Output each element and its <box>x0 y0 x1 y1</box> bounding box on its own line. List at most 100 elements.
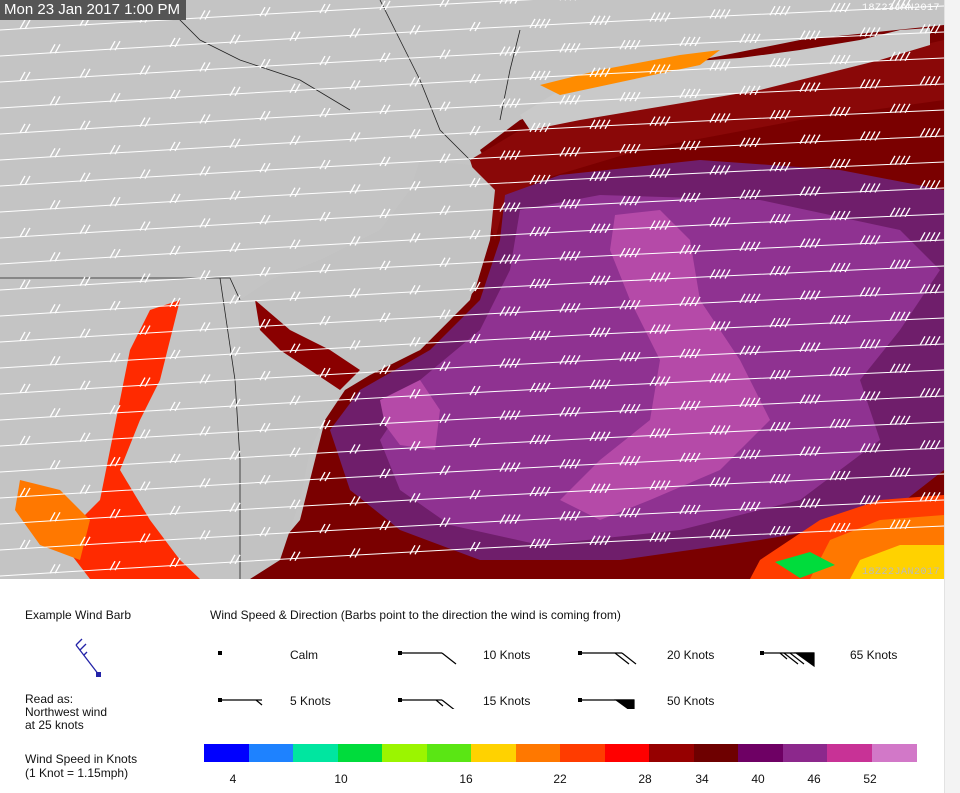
wind-barb <box>919 179 941 190</box>
wind-barb <box>769 5 791 16</box>
wind-barb <box>709 165 731 175</box>
wind-barb <box>439 257 451 268</box>
wind-barb <box>919 231 941 242</box>
streamline <box>0 187 944 239</box>
wind-barb <box>289 551 301 561</box>
wind-barb <box>79 328 91 339</box>
wind-barb <box>349 236 361 246</box>
wind-barb <box>439 101 451 112</box>
wind-barb <box>319 419 331 430</box>
wind-barb <box>829 106 851 117</box>
wind-barb <box>499 358 521 368</box>
wind-barb <box>259 214 271 225</box>
wind-barb <box>769 473 791 484</box>
wind-barb <box>349 80 361 90</box>
wind-barb <box>259 422 271 433</box>
wind-barb <box>169 89 181 100</box>
map-canvas <box>0 0 944 579</box>
wind-barb <box>439 309 451 320</box>
wind-barb <box>259 370 271 381</box>
scale-tick-label: 22 <box>553 772 567 786</box>
wind-barb <box>319 523 331 534</box>
wind-barb <box>769 317 791 328</box>
scale-swatch <box>515 744 561 762</box>
wind-barb <box>349 184 361 194</box>
wind-barb <box>499 306 521 316</box>
wind-barb <box>889 0 911 10</box>
wind-barb <box>109 248 121 259</box>
barb-label-20: 20 Knots <box>667 648 715 662</box>
wind-barb <box>769 213 791 224</box>
wind-barb <box>889 103 911 114</box>
wind-barb <box>469 125 481 136</box>
wind-barb <box>49 44 61 54</box>
wind-barb <box>199 426 211 436</box>
wind-barb <box>109 456 121 467</box>
wind-barb <box>319 55 331 66</box>
wind-barb <box>379 52 391 63</box>
wind-barb <box>649 272 671 282</box>
wind-barb <box>199 62 211 72</box>
streamline <box>0 31 944 83</box>
wind-barb <box>409 440 421 451</box>
wind-barb <box>799 290 821 300</box>
wind-barb <box>49 252 61 262</box>
wind-barb <box>259 162 271 173</box>
wind-barb <box>379 208 391 219</box>
scale-swatch <box>337 744 383 762</box>
wind-barb <box>619 195 641 206</box>
wind-barb <box>259 318 271 329</box>
wind-barb <box>589 67 611 78</box>
wind-barb <box>919 335 941 346</box>
wind-barb <box>199 322 211 332</box>
scale-tick-label: 34 <box>695 772 709 786</box>
wind-barb <box>469 281 481 292</box>
wind-barb <box>439 413 451 424</box>
wind-barb <box>829 210 851 221</box>
wind-barb <box>679 348 701 359</box>
streamline <box>0 291 944 343</box>
wind-barb <box>319 3 331 14</box>
wind-barb <box>139 169 151 179</box>
wind-barb <box>799 342 821 352</box>
wind-barb <box>859 443 881 453</box>
wind-barb <box>559 95 581 105</box>
barb-label-15: 15 Knots <box>483 694 531 708</box>
wind-barb <box>859 495 881 505</box>
wind-barb <box>379 520 391 531</box>
wind-barb <box>589 379 611 390</box>
streamline <box>0 135 944 187</box>
wind-barb <box>259 110 271 121</box>
zone-52kt-b <box>380 380 440 450</box>
wind-barb <box>799 446 821 456</box>
wind-barb <box>109 144 121 155</box>
wind-barb <box>709 9 731 19</box>
wind-barb <box>169 453 181 464</box>
wind-barb <box>139 273 151 283</box>
wind-map: Mon 23 Jan 2017 1:00 PM 18Z23JAN2017 18Z… <box>0 0 944 579</box>
scrollbar[interactable] <box>944 0 960 793</box>
wind-barb <box>679 296 701 307</box>
wind-barb <box>289 187 301 197</box>
wind-barb <box>469 73 481 84</box>
wind-barb <box>19 123 31 134</box>
streamline <box>0 447 944 499</box>
wind-barb <box>229 294 241 305</box>
wind-barb <box>709 425 731 435</box>
wind-barb <box>739 189 761 200</box>
wind-barb <box>259 6 271 17</box>
wind-barb <box>559 303 581 313</box>
wind-barb <box>319 367 331 378</box>
wind-barb <box>589 119 611 130</box>
wind-barb <box>619 403 641 414</box>
wind-barb <box>139 325 151 335</box>
wind-barb <box>229 242 241 253</box>
wind-barb <box>439 49 451 60</box>
scale-swatch <box>293 744 338 762</box>
state-borders <box>0 0 521 579</box>
wind-barb <box>289 239 301 249</box>
wind-barb <box>19 19 31 30</box>
wind-barb <box>289 291 301 301</box>
wind-barb <box>859 339 881 349</box>
wind-barb <box>79 68 91 79</box>
